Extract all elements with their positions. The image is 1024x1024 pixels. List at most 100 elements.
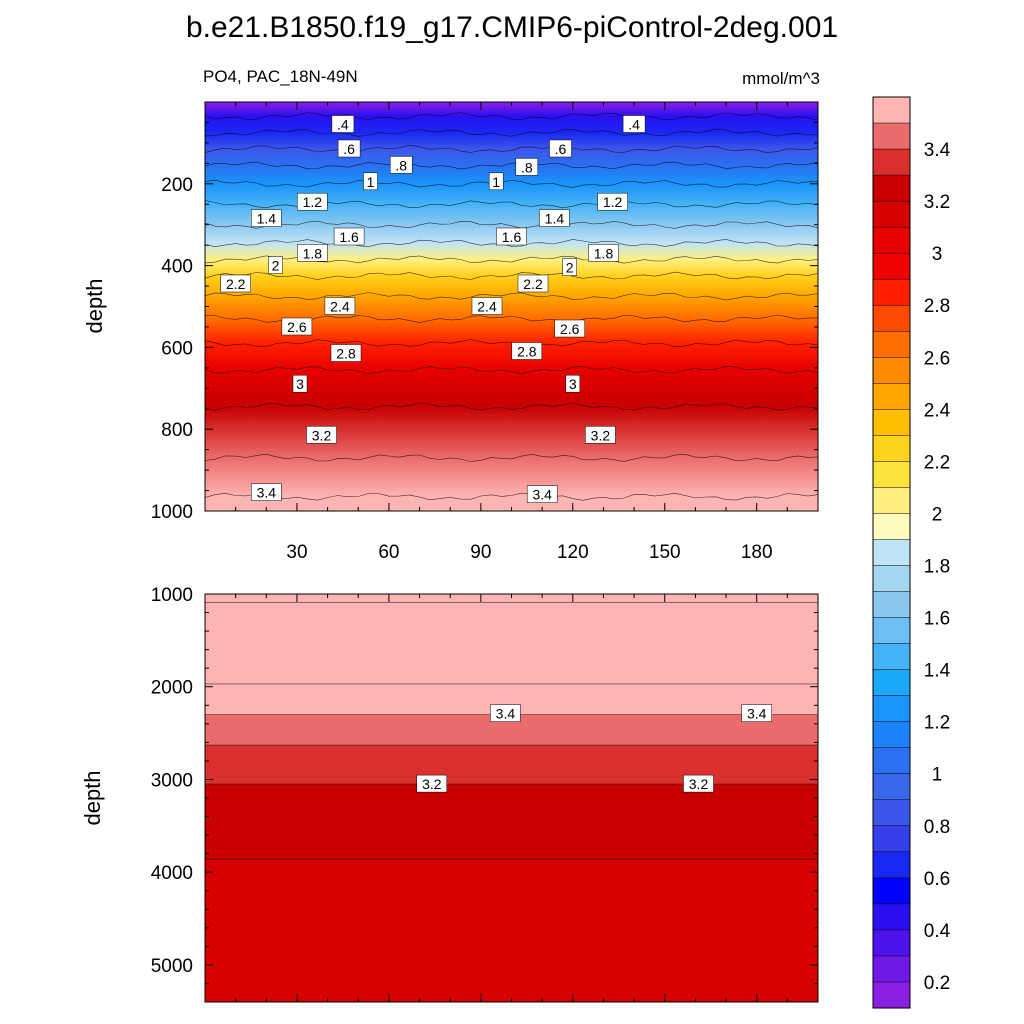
upper-left-label: PO4, PAC_18N-49N <box>203 67 358 86</box>
contour-label: 3 <box>292 374 308 393</box>
upper-contour-labels: .4 .4 .6 .6 .8 .8 1 1 1.2 1.2 1.4 1.4 1.6 1.6 1.8 1.8 2 2… <box>220 115 646 503</box>
colorbar-swatch <box>872 617 911 645</box>
contour-label: 3.2 <box>683 774 714 793</box>
colorbar-label: 1.6 <box>924 609 950 630</box>
svg-text:2.2: 2.2 <box>226 276 246 292</box>
colorbar-swatch <box>872 409 911 436</box>
y-tick-label: 1000 <box>151 502 193 523</box>
svg-text:2: 2 <box>566 260 574 276</box>
contour-label: 2.6 <box>554 319 585 338</box>
x-tick-label: 30 <box>286 542 307 563</box>
colorbar-swatch <box>872 435 911 462</box>
upper-axis-ticks: 200 400 600 800 1000 30 60 90 120 150 180 <box>151 102 818 563</box>
colorbar-label: 1 <box>932 765 943 786</box>
colorbar-swatch <box>872 773 911 801</box>
contour-line <box>205 128 818 137</box>
contour-label: 3.4 <box>490 704 521 722</box>
colorbar: 3.4 3.2 3 2.8 2.6 2.4 2.2 2 1.8 1.6 1.4 1.2 1 0.8 0.6 0… <box>872 96 951 1009</box>
contour-label: 3.2 <box>306 426 337 444</box>
colorbar-label: 2.6 <box>924 348 950 369</box>
svg-text:3: 3 <box>296 376 304 392</box>
colorbar-label: 2.8 <box>924 296 950 317</box>
contour-label: 2 <box>268 256 283 274</box>
colorbar-label: 2 <box>932 505 943 526</box>
svg-text:1: 1 <box>367 174 375 190</box>
colorbar-label: 1.8 <box>924 557 950 578</box>
colorbar-label: 2.2 <box>924 452 950 473</box>
colorbar-swatch <box>872 174 911 202</box>
contour-label: 1.8 <box>588 244 619 262</box>
svg-text:3.2: 3.2 <box>689 776 709 792</box>
svg-text:.6: .6 <box>555 141 567 157</box>
svg-text:3.4: 3.4 <box>532 487 552 503</box>
y-tick-label: 3000 <box>151 770 193 791</box>
lower-axis-ticks: 1000 2000 3000 4000 5000 <box>151 585 818 1002</box>
contour-line <box>205 144 818 153</box>
contour-label: 2.4 <box>324 297 356 315</box>
svg-text:2.4: 2.4 <box>330 299 350 315</box>
svg-text:1: 1 <box>492 174 500 190</box>
contour-label: 1.2 <box>597 192 628 211</box>
contour-label: 2.2 <box>220 274 251 293</box>
svg-text:3.4: 3.4 <box>257 485 277 501</box>
x-tick-label: 90 <box>470 542 491 563</box>
contour-line <box>205 292 818 301</box>
svg-text:2.8: 2.8 <box>336 346 356 362</box>
upper-panel: PO4, PAC_18N-49N mmol/m^3 depth .4 .4 .6 .6… <box>82 67 820 563</box>
contour-label: 1.4 <box>251 209 282 227</box>
contour-line <box>205 402 818 411</box>
lower-band <box>205 602 818 684</box>
contour-line <box>205 366 818 374</box>
lower-contour-labels: 3.4 3.4 3.2 3.2 <box>416 704 772 793</box>
contour-label: 2.8 <box>330 344 362 362</box>
upper-units-label: mmol/m^3 <box>742 69 820 88</box>
colorbar-label: 1.4 <box>924 661 951 682</box>
contour-line <box>205 161 818 170</box>
colorbar-swatch <box>872 539 911 567</box>
svg-text:2.2: 2.2 <box>523 276 543 292</box>
colorbar-swatch <box>872 877 911 905</box>
colorbar-swatch <box>872 955 911 983</box>
contour-label: 2.6 <box>281 317 313 336</box>
colorbar-swatch <box>872 981 911 1009</box>
colorbar-swatch <box>872 903 911 931</box>
contour-label: .8 <box>515 158 539 176</box>
colorbar-label: 0.2 <box>924 973 950 994</box>
svg-text:1.2: 1.2 <box>303 194 323 210</box>
lower-bands <box>205 594 818 1002</box>
contour-label: .6 <box>337 139 361 158</box>
lower-band <box>205 784 818 860</box>
colorbar-label: 1.2 <box>924 713 950 734</box>
y-tick-label: 400 <box>161 257 193 278</box>
contour-label: 2.2 <box>517 274 549 293</box>
colorbar-swatch <box>872 148 911 176</box>
y-tick-label: 200 <box>161 175 193 196</box>
svg-text:2.6: 2.6 <box>560 321 580 337</box>
contour-label: 3.4 <box>526 485 558 503</box>
x-tick-label: 150 <box>649 542 681 563</box>
contour-label: .4 <box>622 115 646 133</box>
svg-text:3.4: 3.4 <box>747 706 767 722</box>
colorbar-label: 3.2 <box>924 192 950 213</box>
colorbar-label: 0.6 <box>924 869 950 890</box>
colorbar-swatch <box>872 825 911 853</box>
colorbar-swatch <box>872 487 911 515</box>
svg-text:.4: .4 <box>628 117 640 133</box>
contour-label: 2 <box>562 258 577 276</box>
contour-label: 1.6 <box>333 227 365 246</box>
contour-line <box>205 239 818 248</box>
colorbar-swatch <box>872 226 911 254</box>
colorbar-swatch <box>872 565 911 593</box>
svg-text:2.4: 2.4 <box>477 299 497 315</box>
colorbar-swatch <box>872 695 911 723</box>
contour-line <box>205 453 818 462</box>
contour-label: .8 <box>389 156 413 174</box>
contour-label: 1 <box>363 172 378 191</box>
contour-label: .4 <box>331 115 355 133</box>
contour-label: 1.2 <box>297 192 328 211</box>
contour-label: 3.2 <box>585 426 616 444</box>
y-tick-label: 2000 <box>151 678 193 699</box>
contour-line <box>205 179 818 188</box>
y-tick-label: 4000 <box>151 863 193 884</box>
svg-text:1.6: 1.6 <box>502 229 522 245</box>
